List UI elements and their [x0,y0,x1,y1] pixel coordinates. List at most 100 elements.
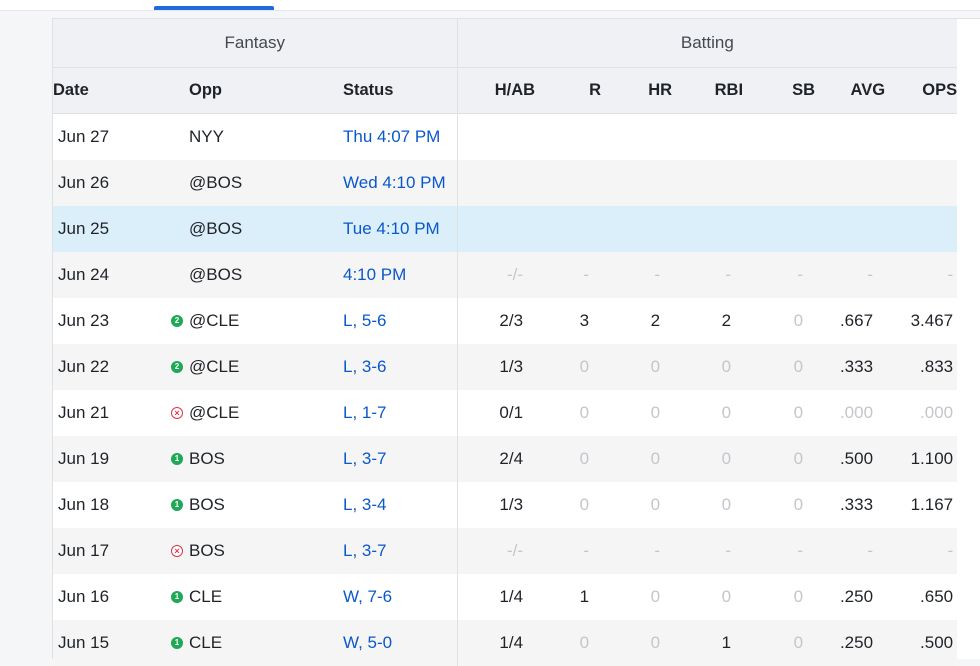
home-runs-cell: 2 [601,298,672,344]
table-row[interactable]: Jun 26 @BOS Wed 4:10 PM [53,160,957,206]
game-status-link[interactable]: L, 3-4 [343,495,386,514]
game-log-table: Fantasy Batting Date Opp Status H/AB R H… [53,19,957,666]
status-cell: L, 3-7 [343,436,457,482]
runs-cell: 3 [535,298,601,344]
game-status-link[interactable]: L, 5-6 [343,311,386,330]
opponent-wrap: @BOS [189,219,242,239]
opponent-label: BOS [189,495,225,514]
avg-cell: .333 [815,344,885,390]
hab-column-header[interactable]: H/AB [457,68,535,114]
stolen-bases-column-header[interactable]: SB [743,68,815,114]
opponent-label: @BOS [189,173,242,192]
date-cell: Jun 26 [53,160,171,206]
date-cell: Jun 21 [53,390,171,436]
game-status-link[interactable]: Tue 4:10 PM [343,219,440,238]
date-cell: Jun 19 [53,436,171,482]
home-runs-cell [601,206,672,252]
ops-cell: - [885,252,957,298]
avg-column-header[interactable]: AVG [815,68,885,114]
game-status-link[interactable]: Wed 4:10 PM [343,173,446,192]
home-runs-cell: 0 [601,482,672,528]
opponent-cell: @BOS [171,160,343,206]
opponent-label: NYY [189,127,224,146]
home-runs-cell: - [601,528,672,574]
game-status-link[interactable]: L, 3-7 [343,541,386,560]
hits-at-bats-cell [457,206,535,252]
opponent-cell: ×BOS [171,528,343,574]
avg-cell: - [815,252,885,298]
opponent-cell: ×@CLE [171,390,343,436]
rbi-cell: 0 [672,574,743,620]
game-status-link[interactable]: L, 3-7 [343,449,386,468]
opponent-wrap: ×@CLE [189,403,239,423]
date-cell: Jun 24 [53,252,171,298]
rbi-cell: - [672,528,743,574]
fantasy-group-header: Fantasy [53,19,457,68]
hits-at-bats-cell: 1/3 [457,344,535,390]
home-runs-cell [601,160,672,206]
avg-cell: .500 [815,436,885,482]
game-status-link[interactable]: W, 5-0 [343,633,392,652]
status-cell: Wed 4:10 PM [343,160,457,206]
rbi-cell: 0 [672,390,743,436]
rbi-cell: - [672,252,743,298]
status-cell: L, 3-6 [343,344,457,390]
ops-cell: 3.467 [885,298,957,344]
runs-cell: - [535,252,601,298]
runs-cell: - [535,528,601,574]
opponent-cell: @BOS [171,206,343,252]
batting-group-header: Batting [457,19,957,68]
date-column-header[interactable]: Date [53,68,171,114]
stolen-bases-cell: 0 [743,620,815,666]
date-cell: Jun 15 [53,620,171,666]
opponent-label: @BOS [189,219,242,238]
rbi-cell: 0 [672,436,743,482]
opponent-cell: 2@CLE [171,298,343,344]
games-count-badge-icon: 1 [171,637,183,649]
status-cell: L, 3-4 [343,482,457,528]
games-count-badge-icon: 1 [171,453,183,465]
rbi-cell: 0 [672,482,743,528]
game-status-link[interactable]: L, 1-7 [343,403,386,422]
avg-cell [815,160,885,206]
active-tab-indicator [154,6,274,10]
status-cell: W, 5-0 [343,620,457,666]
home-runs-column-header[interactable]: HR [601,68,672,114]
status-column-header[interactable]: Status [343,68,457,114]
ops-cell: - [885,528,957,574]
not-started-x-icon: × [171,407,183,419]
ops-column-header[interactable]: OPS [885,68,957,114]
runs-column-header[interactable]: R [535,68,601,114]
opp-column-header[interactable]: Opp [171,68,343,114]
game-status-link[interactable]: 4:10 PM [343,265,406,284]
rbi-column-header[interactable]: RBI [672,68,743,114]
game-status-link[interactable]: L, 3-6 [343,357,386,376]
top-tab-bar [0,0,980,11]
stolen-bases-cell: 0 [743,436,815,482]
opponent-wrap: 2@CLE [189,311,239,331]
date-cell: Jun 16 [53,574,171,620]
hits-at-bats-cell: 0/1 [457,390,535,436]
table-row[interactable]: Jun 25 @BOS Tue 4:10 PM [53,206,957,252]
runs-cell: 0 [535,436,601,482]
hits-at-bats-cell: 1/3 [457,482,535,528]
avg-cell: .000 [815,390,885,436]
game-status-link[interactable]: W, 7-6 [343,587,392,606]
date-cell: Jun 25 [53,206,171,252]
game-status-link[interactable]: Thu 4:07 PM [343,127,440,146]
